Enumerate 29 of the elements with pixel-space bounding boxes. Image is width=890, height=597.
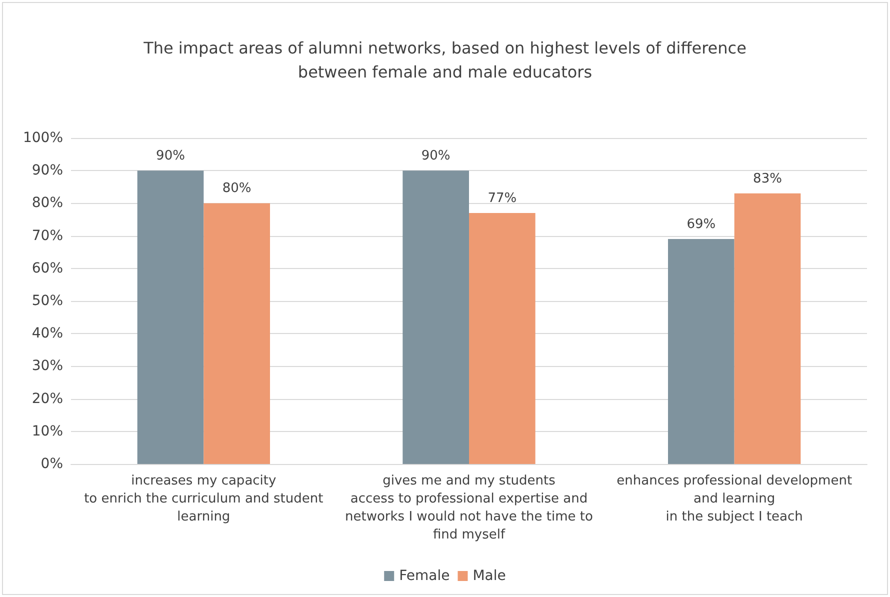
data-label: 90%: [421, 148, 450, 164]
bar: [734, 193, 801, 464]
data-label: 77%: [488, 190, 517, 206]
y-tick-label: 0%: [40, 456, 63, 472]
y-tick-label: 30%: [32, 358, 63, 374]
x-tick-label: increases my capacity to enrich the curriculum and student learning: [84, 474, 324, 524]
bar: [668, 239, 734, 464]
data-label: 83%: [753, 171, 782, 186]
y-tick-label: 10%: [32, 423, 63, 440]
bar: [204, 203, 270, 464]
chart-title: The impact areas of alumni networks, based on highest levels of difference between female and male educators: [142, 38, 746, 82]
data-label: 90%: [156, 148, 185, 164]
y-tick-label: 50%: [32, 293, 63, 309]
y-tick-label: 20%: [32, 390, 63, 407]
data-label: 80%: [222, 181, 252, 196]
bar: [402, 170, 469, 464]
y-tick-label: 40%: [32, 326, 63, 342]
y-tick-label: 100%: [22, 130, 63, 146]
bar: [137, 170, 204, 464]
y-tick-label: 60%: [32, 260, 63, 276]
x-tick-label: enhances professional development and learning in the subject I teach: [616, 474, 852, 524]
legend-label: Female: [399, 568, 450, 584]
data-label: 69%: [686, 217, 716, 232]
x-tick-label: gives me and my students access to professional expertise and networks I would not have the time to find myself: [345, 474, 594, 542]
bar: [469, 212, 536, 464]
y-tick-label: 70%: [32, 228, 63, 244]
y-tick-label: 90%: [32, 162, 63, 179]
legend-label: Male: [472, 568, 506, 584]
y-tick-label: 80%: [32, 195, 63, 212]
